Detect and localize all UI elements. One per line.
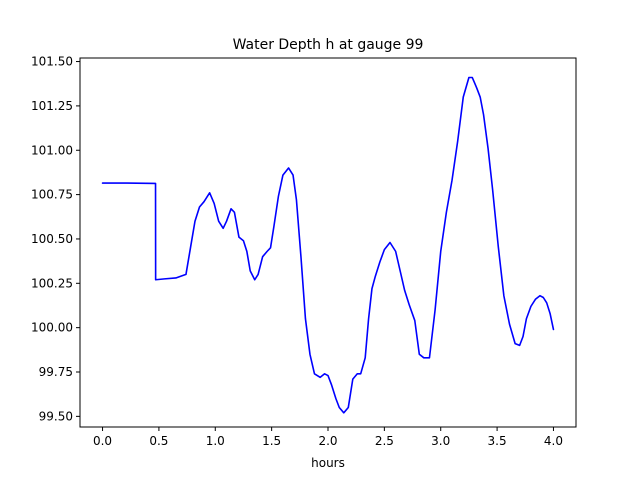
x-tick-label: 1.5 bbox=[262, 434, 281, 448]
y-tick-label: 100.25 bbox=[31, 276, 73, 290]
y-tick-label: 101.25 bbox=[31, 99, 73, 113]
y-tick-label: 99.50 bbox=[39, 409, 73, 423]
series-layer bbox=[101, 76, 555, 414]
y-tick-label: 100.75 bbox=[31, 188, 73, 202]
chart-title: Water Depth h at gauge 99 bbox=[233, 37, 424, 53]
y-tick-label: 101.00 bbox=[31, 143, 73, 157]
y-tick-label: 100.00 bbox=[31, 321, 73, 335]
x-tick-label: 2.0 bbox=[318, 434, 337, 448]
x-tick-label: 2.5 bbox=[375, 434, 394, 448]
y-axis: 99.50 99.75 100.00 100.25 100.50 100.75 101.00… bbox=[31, 55, 80, 423]
y-tick-label: 101.50 bbox=[31, 55, 73, 69]
x-tick-label: 3.0 bbox=[431, 434, 450, 448]
y-tick-label: 99.75 bbox=[39, 365, 73, 379]
x-tick-label: 3.5 bbox=[488, 434, 507, 448]
x-tick-label: 1.0 bbox=[206, 434, 225, 448]
x-axis: 0.0 0.5 1.0 1.5 2.0 2.5 3.0 3.5 4.0 bbox=[93, 427, 563, 448]
x-tick-label: 4.0 bbox=[544, 434, 563, 448]
x-tick-label: 0.5 bbox=[149, 434, 168, 448]
y-tick-label: 100.50 bbox=[31, 232, 73, 246]
x-tick-label: 0.0 bbox=[93, 434, 112, 448]
x-axis-label: hours bbox=[311, 456, 345, 470]
series-line-0 bbox=[101, 76, 555, 414]
